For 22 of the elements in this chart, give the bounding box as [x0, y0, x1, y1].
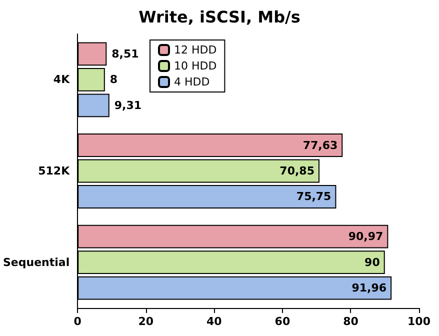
y-tick-label: 4K: [53, 73, 70, 86]
data-label: 75,75: [296, 190, 332, 204]
data-label: 90: [364, 256, 380, 269]
x-tick-label: 80: [343, 315, 359, 328]
legend-label: 10 HDD: [174, 60, 217, 72]
x-tick-label: 40: [206, 315, 222, 328]
data-label: 9,31: [114, 98, 142, 112]
x-tick-label: 20: [138, 315, 154, 328]
legend-label: 4 HDD: [174, 76, 210, 88]
y-tick-label: 512K: [38, 164, 70, 178]
legend-label: 12 HDD: [174, 44, 217, 56]
data-label: 90,97: [348, 230, 384, 244]
data-label: 8,51: [112, 47, 139, 60]
data-label: 77,63: [302, 138, 338, 152]
x-tick-label: 60: [274, 315, 290, 328]
data-label: 8: [110, 73, 118, 86]
y-tick-label: Sequential: [2, 256, 70, 269]
x-tick-label: 100: [408, 315, 431, 328]
data-label: 70,85: [280, 164, 314, 178]
data-label: 91,96: [352, 282, 387, 295]
chart-title: Write, iSCSI, Mb/s: [138, 8, 300, 26]
x-tick-label: 0: [74, 315, 82, 328]
